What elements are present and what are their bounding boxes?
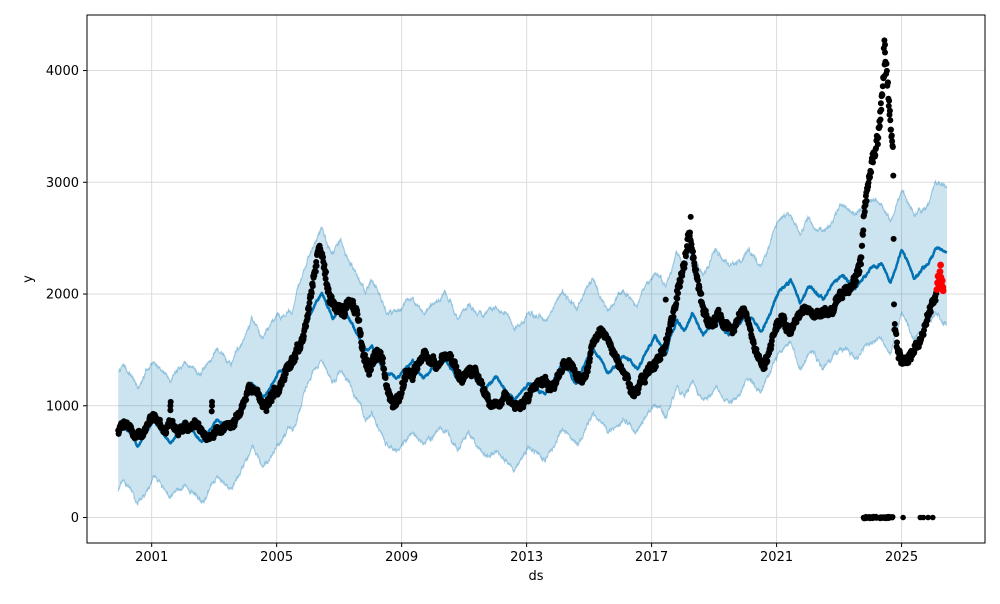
y-tick-label: 1000 xyxy=(46,399,79,414)
y-tick-label: 0 xyxy=(71,511,79,526)
x-axis-label: ds xyxy=(528,569,543,584)
recent-points xyxy=(933,261,947,295)
uncertainty-band xyxy=(117,179,948,506)
x-tick-label: 2009 xyxy=(385,550,418,565)
x-tick-label: 2025 xyxy=(885,550,918,565)
x-tick-label: 2001 xyxy=(135,550,168,565)
y-tick-label: 3000 xyxy=(46,176,79,191)
y-tick-label: 2000 xyxy=(46,288,79,303)
x-tick-label: 2013 xyxy=(510,550,543,565)
y-tick-label: 4000 xyxy=(46,64,79,79)
x-tick-label: 2005 xyxy=(260,550,293,565)
observed-points xyxy=(115,37,940,522)
axes: 2001 2005 2009 2013 2017 2021 2025 0 1000 2000 300… xyxy=(46,14,986,565)
y-axis-label: y xyxy=(21,275,36,283)
x-tick-label: 2017 xyxy=(635,550,668,565)
gridlines xyxy=(87,15,985,543)
x-tick-label: 2021 xyxy=(760,550,793,565)
